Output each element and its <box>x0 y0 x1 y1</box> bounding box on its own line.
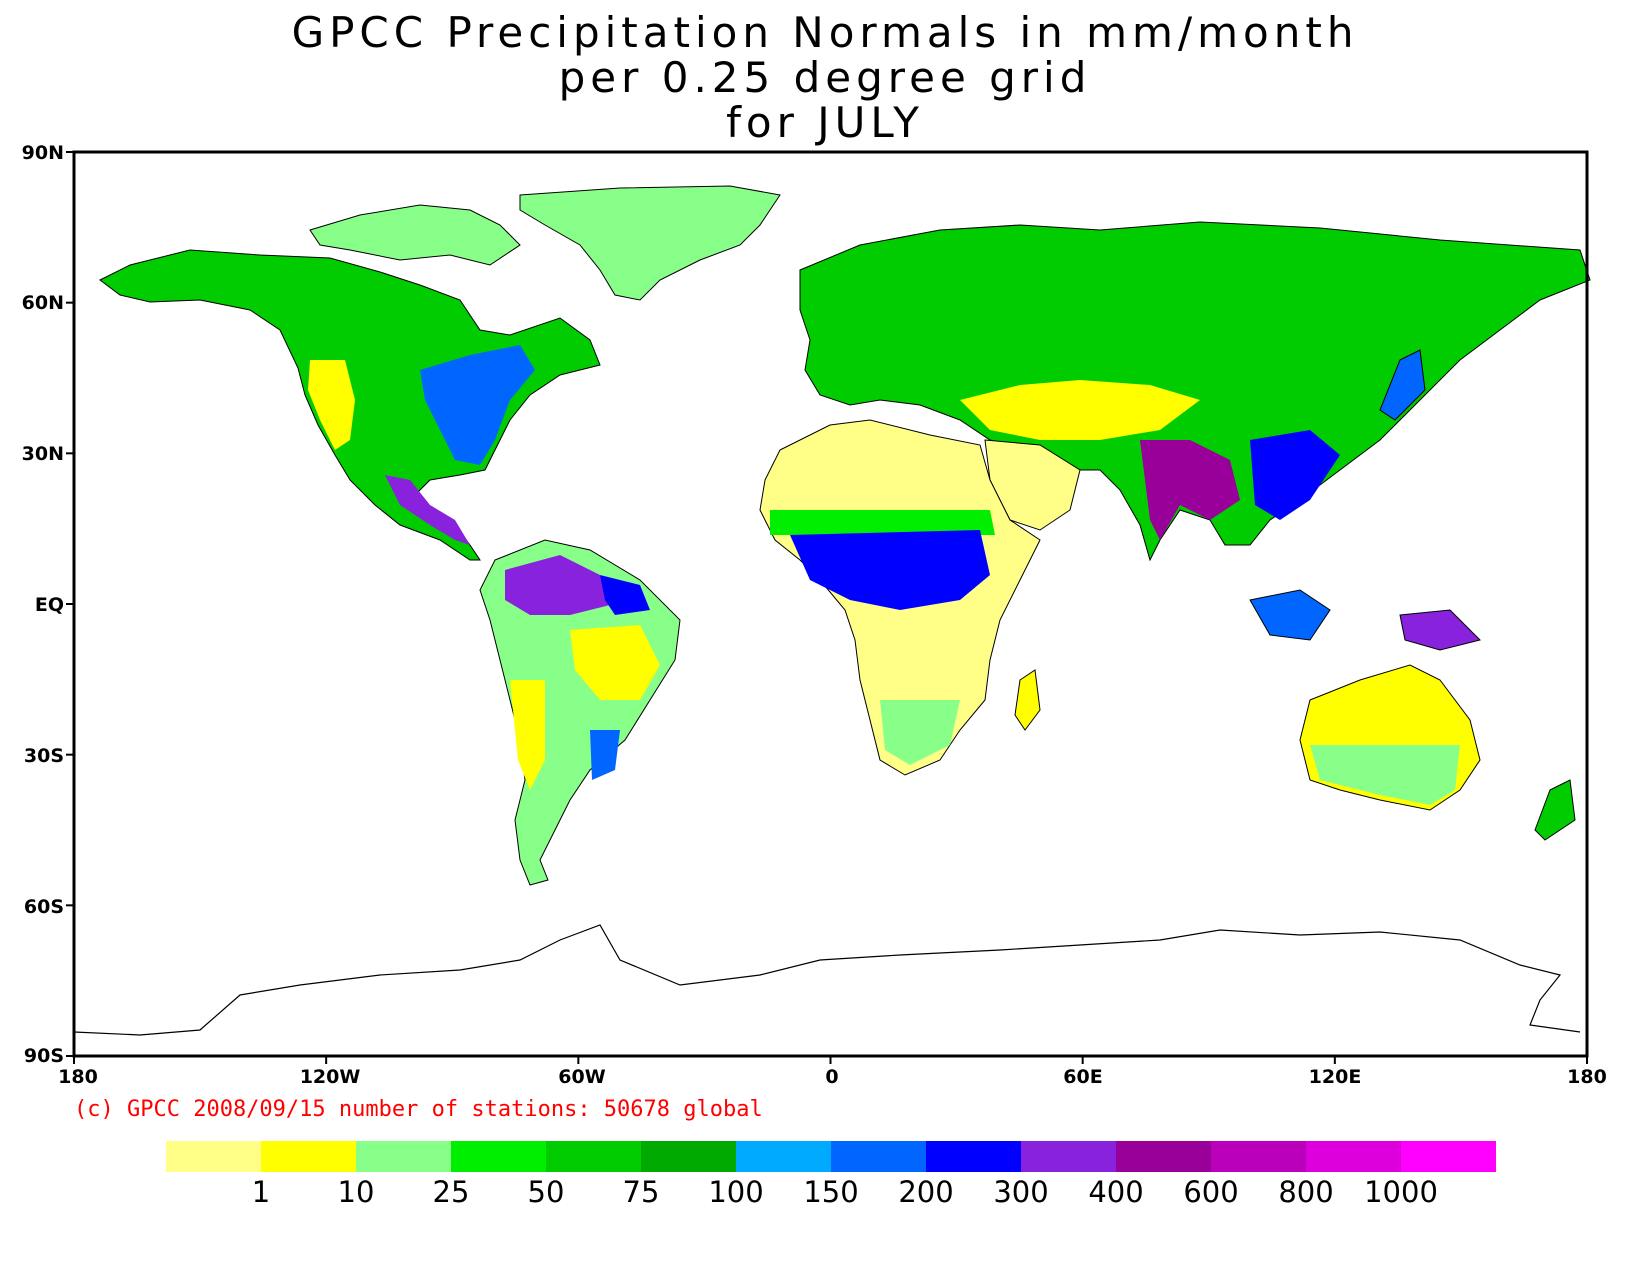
title-line-1: GPCC Precipitation Normals in mm/month <box>291 8 1359 57</box>
title-line-3: for JULY <box>726 98 924 147</box>
color-legend-label: 50 <box>527 1175 565 1209</box>
central-asia-dry <box>960 380 1200 440</box>
lon-label-120w: 120W <box>299 1066 361 1088</box>
map-land-fill <box>73 185 1591 1036</box>
color-swatch <box>1401 1141 1496 1172</box>
sahel-green <box>770 510 995 535</box>
title-line-2: per 0.25 degree grid <box>558 53 1092 102</box>
color-legend-label: 100 <box>708 1175 764 1209</box>
equatorial-africa-wet <box>790 530 990 610</box>
lat-label-30s: 30S <box>23 745 64 767</box>
sa-west-dry <box>510 680 545 790</box>
lon-label-180w: 180 <box>58 1066 98 1088</box>
amazon-wet <box>505 555 610 615</box>
southeast-asia-wet <box>1250 430 1340 520</box>
color-swatch <box>261 1141 356 1172</box>
color-swatch <box>166 1141 261 1172</box>
color-legend-label: 200 <box>898 1175 954 1209</box>
new-guinea <box>1399 609 1481 651</box>
new-zealand <box>1534 779 1576 841</box>
color-swatch <box>641 1141 736 1172</box>
eurasia <box>799 221 1591 562</box>
color-swatch <box>926 1141 1021 1172</box>
lon-label-180e: 180 <box>1567 1066 1607 1088</box>
lat-label-90n: 90N <box>21 142 64 164</box>
central-america-wet <box>385 475 470 545</box>
color-swatch <box>1211 1141 1306 1172</box>
color-legend-label: 1000 <box>1364 1175 1438 1209</box>
color-legend-label: 1 <box>251 1175 271 1209</box>
greenland <box>519 185 781 301</box>
color-swatch <box>546 1141 641 1172</box>
color-swatch <box>831 1141 926 1172</box>
color-legend-label: 10 <box>337 1175 375 1209</box>
na-east-wet <box>420 345 535 465</box>
na-southwest-dry <box>308 360 355 450</box>
sa-south-wet <box>590 730 620 780</box>
amazon-ring <box>600 575 650 615</box>
japan <box>1379 349 1426 421</box>
lat-label-60n: 60N <box>21 292 64 314</box>
sa-dry <box>570 625 660 700</box>
lat-label-30n: 30N <box>21 443 64 465</box>
lat-label-eq: EQ <box>34 594 64 616</box>
color-legend-label: 400 <box>1088 1175 1144 1209</box>
south-africa-green <box>880 700 960 765</box>
color-swatch <box>736 1141 831 1172</box>
color-legend <box>166 1141 1496 1172</box>
color-swatch <box>1116 1141 1211 1172</box>
antarctica-outline <box>73 924 1581 1036</box>
color-swatch <box>1021 1141 1116 1172</box>
copyright-note: (c) GPCC 2008/09/15 number of stations: … <box>74 1097 763 1122</box>
color-legend-label: 75 <box>622 1175 660 1209</box>
color-swatch <box>356 1141 451 1172</box>
lon-label-0: 0 <box>825 1066 839 1088</box>
lat-label-60s: 60S <box>23 896 64 918</box>
lon-label-60e: 60E <box>1063 1066 1103 1088</box>
color-legend-label: 25 <box>432 1175 470 1209</box>
axis-ticks <box>66 151 1588 1064</box>
canadian-arctic <box>309 204 521 266</box>
indonesia <box>1249 589 1331 641</box>
madagascar <box>1014 669 1041 731</box>
color-legend-label: 300 <box>993 1175 1049 1209</box>
lon-label-120e: 120E <box>1308 1066 1362 1088</box>
color-legend-label: 150 <box>803 1175 859 1209</box>
color-legend-label: 600 <box>1183 1175 1239 1209</box>
australia-south-green <box>1310 745 1460 805</box>
lon-label-60w: 60W <box>558 1066 606 1088</box>
lat-label-90s: 90S <box>23 1045 64 1067</box>
color-legend-label: 800 <box>1278 1175 1334 1209</box>
color-swatch <box>1306 1141 1401 1172</box>
color-swatch <box>451 1141 546 1172</box>
india-monsoon <box>1140 440 1240 540</box>
